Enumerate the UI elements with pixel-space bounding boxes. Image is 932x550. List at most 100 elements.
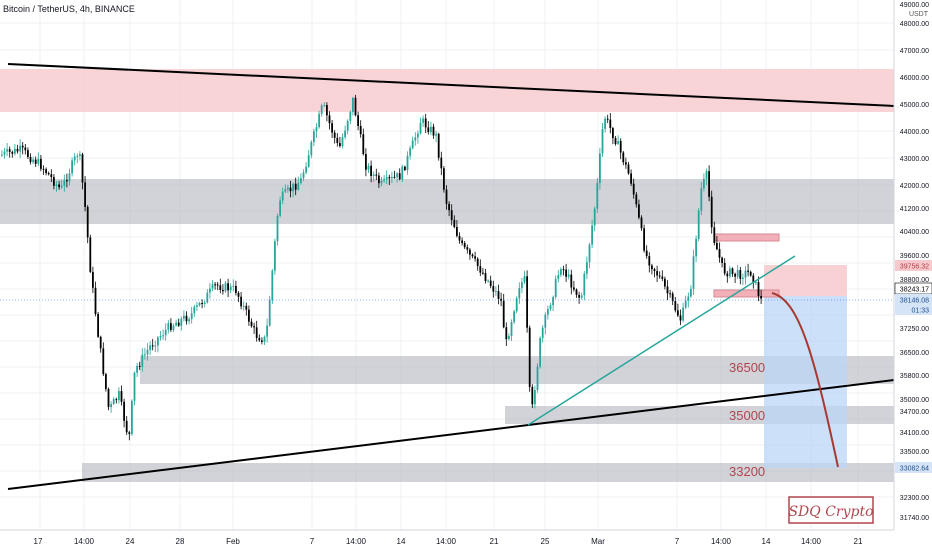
candle-body bbox=[242, 305, 245, 307]
candle-body bbox=[531, 387, 534, 405]
candle-body bbox=[341, 137, 344, 147]
candle-body bbox=[305, 166, 307, 173]
candle-body bbox=[346, 120, 349, 131]
candle-body bbox=[513, 311, 515, 323]
supply-block-bottom[interactable] bbox=[713, 289, 780, 298]
price-tick-label: 44000.00 bbox=[900, 129, 929, 136]
time-label: 14 bbox=[762, 537, 771, 546]
candle-body bbox=[617, 141, 619, 144]
lower-trendline[interactable] bbox=[7, 379, 895, 490]
candle-body bbox=[209, 288, 211, 293]
price-badges: 39756.32 38243.17 38146.08 01:33 33082.64 bbox=[894, 260, 932, 473]
candle-body bbox=[50, 174, 53, 178]
candle-body bbox=[414, 137, 417, 141]
candle-body bbox=[541, 327, 544, 339]
price-tick-label: 34100.00 bbox=[900, 430, 929, 437]
time-axis[interactable] bbox=[0, 530, 894, 550]
candle-body bbox=[237, 292, 240, 297]
candle-body bbox=[76, 155, 79, 157]
candle-body bbox=[638, 204, 640, 218]
candle-body bbox=[357, 115, 359, 126]
candle-body bbox=[188, 319, 190, 322]
time-label: 24 bbox=[126, 537, 135, 546]
candle-body bbox=[120, 391, 123, 402]
candle-body bbox=[89, 237, 92, 272]
candle-body bbox=[42, 168, 45, 170]
price-badge-text: 38243.17 bbox=[900, 287, 929, 294]
candle-body bbox=[370, 165, 372, 176]
price-tick-label: 36500.00 bbox=[900, 350, 929, 357]
short-target-zone[interactable] bbox=[764, 296, 847, 468]
candle-body bbox=[755, 282, 757, 284]
candle-body bbox=[248, 309, 250, 322]
candle-body bbox=[601, 128, 604, 154]
candle-body bbox=[79, 154, 81, 156]
price-tick-label: 45000.00 bbox=[900, 102, 929, 109]
candle-body bbox=[276, 215, 279, 242]
candle-body bbox=[214, 284, 216, 286]
upper-trendline[interactable] bbox=[7, 63, 895, 107]
price-badge bbox=[895, 304, 932, 315]
supply-block-top[interactable] bbox=[713, 233, 780, 242]
candle-body bbox=[578, 294, 580, 298]
candle-body bbox=[198, 302, 201, 306]
candle-body bbox=[622, 152, 625, 163]
candle-body bbox=[489, 280, 492, 287]
candle-body bbox=[700, 188, 703, 211]
candle-body bbox=[112, 399, 115, 405]
rising-support-line[interactable] bbox=[527, 255, 796, 426]
candle-body bbox=[612, 128, 614, 139]
candle-body bbox=[136, 365, 138, 373]
candle-body bbox=[336, 137, 339, 144]
candle-body bbox=[666, 286, 669, 294]
candle-body bbox=[180, 318, 183, 326]
candle-body bbox=[565, 269, 567, 277]
candle-body bbox=[479, 266, 482, 273]
price-tick-label: 48000.00 bbox=[900, 21, 929, 28]
candle-body bbox=[448, 203, 450, 211]
candle-body bbox=[6, 149, 8, 152]
candle-body bbox=[640, 217, 643, 229]
candle-body bbox=[734, 273, 736, 277]
candles[interactable] bbox=[0, 94, 894, 441]
time-label: 14:00 bbox=[74, 537, 95, 546]
candle-body bbox=[227, 283, 229, 291]
price-axis[interactable] bbox=[894, 0, 932, 550]
candle-body bbox=[430, 126, 432, 133]
candle-body bbox=[63, 180, 66, 186]
candle-body bbox=[630, 173, 632, 184]
candle-body bbox=[185, 315, 188, 322]
candle-body bbox=[190, 313, 193, 320]
candle-body bbox=[216, 284, 219, 286]
candle-body bbox=[144, 354, 146, 356]
candle-body bbox=[656, 271, 658, 276]
candle-body bbox=[359, 125, 362, 135]
candle-body bbox=[643, 228, 645, 251]
candle-body bbox=[53, 177, 55, 186]
candle-body bbox=[300, 178, 302, 184]
candle-body bbox=[427, 127, 430, 133]
candle-body bbox=[609, 119, 612, 129]
candle-body bbox=[229, 286, 232, 291]
candle-body bbox=[71, 160, 73, 174]
candle-body bbox=[193, 306, 196, 314]
price-badge bbox=[895, 462, 932, 473]
candle-body bbox=[544, 314, 547, 328]
candle-body bbox=[664, 278, 666, 287]
candle-body bbox=[690, 288, 692, 297]
candle-body bbox=[183, 315, 185, 319]
candle-body bbox=[658, 275, 661, 277]
candle-body bbox=[492, 286, 495, 292]
candle-body bbox=[567, 274, 570, 277]
price-tick-label: 35000.00 bbox=[900, 397, 929, 404]
candle-body bbox=[146, 349, 149, 355]
projection-curve[interactable] bbox=[771, 292, 839, 468]
candle-body bbox=[599, 153, 601, 184]
candle-body bbox=[669, 293, 671, 295]
candle-body bbox=[723, 262, 726, 274]
candle-body bbox=[367, 165, 370, 170]
candle-body bbox=[635, 194, 638, 205]
resistance-zone[interactable] bbox=[0, 69, 894, 112]
support-zone-33200[interactable] bbox=[82, 463, 894, 482]
